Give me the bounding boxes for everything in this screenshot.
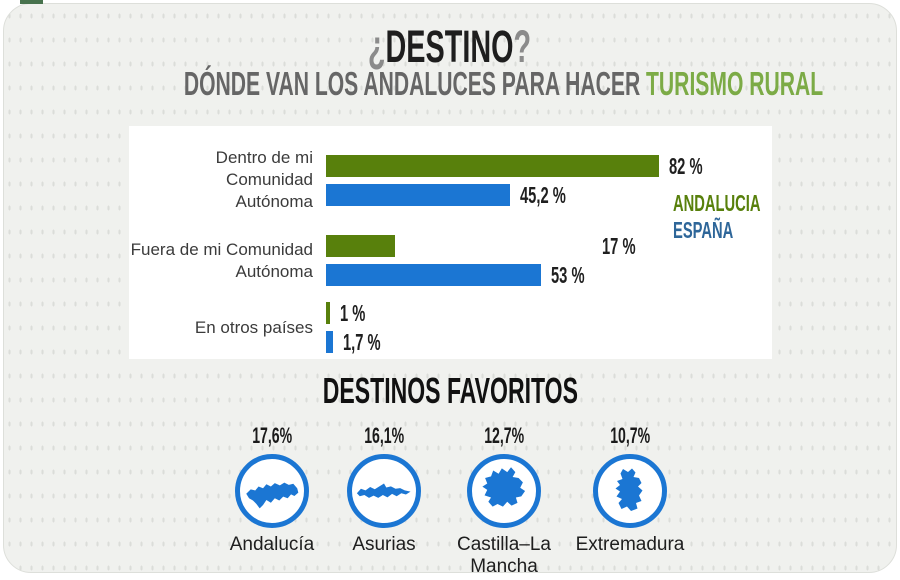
subtitle-prefix: DÓNDE VAN LOS ANDALUCES PARA HACER — [183, 65, 641, 102]
category-label: En otros países — [129, 317, 326, 339]
favorite-item-castilla-la-mancha: 12,7% Castilla–La Mancha — [439, 423, 569, 578]
bar-value-label: 1 % — [340, 300, 366, 327]
favorite-name: Asurias — [352, 534, 416, 555]
favorite-percentage-text: 12,7% — [484, 423, 524, 448]
favorite-name: Extremadura — [575, 534, 685, 555]
bar-line: 45,2 % — [326, 181, 772, 208]
bar-stack: 17 % 53 % — [326, 233, 772, 289]
favorite-percentage: 17,6% — [207, 423, 337, 449]
extremadura-map-icon — [593, 454, 667, 528]
asturias-map-icon — [347, 454, 421, 528]
favorite-percentage: 16,1% — [319, 423, 449, 449]
favorites-section-title: DESTINOS FAVORITOS — [4, 370, 896, 412]
category-label-line: Fuera de mi Comunidad — [130, 239, 313, 259]
bar-line: 82 % — [326, 152, 772, 179]
favorite-percentage-text: 10,7% — [610, 423, 650, 448]
bar-value-label: 82 % — [669, 152, 703, 179]
favorite-name: Andalucía — [229, 534, 315, 555]
title-word: DESTINO — [385, 21, 515, 72]
category-label: Dentro de mi Comunidad Autónoma — [129, 147, 326, 213]
bar-value-label: 53 % — [551, 262, 585, 289]
andalucia-bar — [326, 154, 659, 177]
category-label-line: Dentro de mi Comunidad — [215, 148, 313, 190]
infographic-card: ¿DESTINO? DÓNDE VAN LOS ANDALUCES PARA H… — [3, 3, 897, 577]
bar-line: 17 % — [326, 233, 772, 260]
category-label-line: Autónoma — [235, 192, 314, 212]
chart-legend: ANDALUCIA ESPAÑA — [673, 190, 810, 244]
bar-line: 1 % — [326, 300, 772, 327]
chart-row-otros-paises: En otros países 1 % 1,7 % — [129, 300, 772, 356]
legend-andalucia: ANDALUCIA — [673, 190, 761, 216]
bar-line: 53 % — [326, 262, 772, 289]
bar-value-label: 17 % — [602, 233, 636, 260]
favorite-percentage: 12,7% — [439, 423, 569, 449]
favorites-title-text: DESTINOS FAVORITOS — [322, 370, 578, 411]
espana-bar — [326, 331, 333, 354]
espana-bar — [326, 264, 541, 287]
favorite-percentage-text: 16,1% — [364, 423, 404, 448]
bar-line: 1,7 % — [326, 329, 772, 356]
favorite-percentage: 10,7% — [565, 423, 695, 449]
subtitle-highlight: TURISMO RURAL — [646, 65, 824, 102]
espana-bar — [326, 183, 510, 206]
page-subtitle: DÓNDE VAN LOS ANDALUCES PARA HACER TURISM… — [4, 67, 896, 100]
category-label-line: Autónoma — [235, 261, 314, 281]
page-title: ¿DESTINO? — [4, 24, 896, 69]
favorite-name: Castilla–La Mancha — [457, 534, 551, 577]
chart-row-fuera: Fuera de mi Comunidad Autónoma 17 % 53 % — [129, 233, 772, 289]
bar-stack: 1 % 1,7 % — [326, 300, 772, 356]
andalucia-bar — [326, 235, 395, 258]
category-label-line: En otros países — [194, 317, 313, 337]
category-label: Fuera de mi Comunidad Autónoma — [129, 239, 326, 283]
subtitle-text: DÓNDE VAN LOS ANDALUCES PARA HACER TURISM… — [184, 67, 823, 100]
favorite-item-andalucia: 17,6% Andalucía — [207, 423, 337, 556]
title-close-mark: ? — [514, 21, 532, 72]
bar-value-label: 1,7 % — [343, 329, 381, 356]
favorite-item-extremadura: 10,7% Extremadura — [565, 423, 695, 556]
favorite-item-asturias: 16,1% Asurias — [319, 423, 449, 556]
andalucia-map-icon — [235, 454, 309, 528]
bar-stack: 82 % 45,2 % — [326, 152, 772, 208]
castilla-la-mancha-map-icon — [467, 454, 541, 528]
legend-espana: ESPAÑA — [673, 217, 734, 243]
favorite-percentage-text: 17,6% — [252, 423, 292, 448]
andalucia-bar — [326, 302, 330, 325]
title-text: ¿DESTINO? — [368, 24, 531, 69]
chart-row-dentro: Dentro de mi Comunidad Autónoma 82 % 45,… — [129, 147, 772, 213]
bar-value-label: 45,2 % — [520, 181, 566, 208]
title-open-mark: ¿ — [368, 21, 386, 72]
top-notch-decoration — [20, 0, 43, 4]
bar-chart-panel: Dentro de mi Comunidad Autónoma 82 % 45,… — [129, 126, 772, 359]
